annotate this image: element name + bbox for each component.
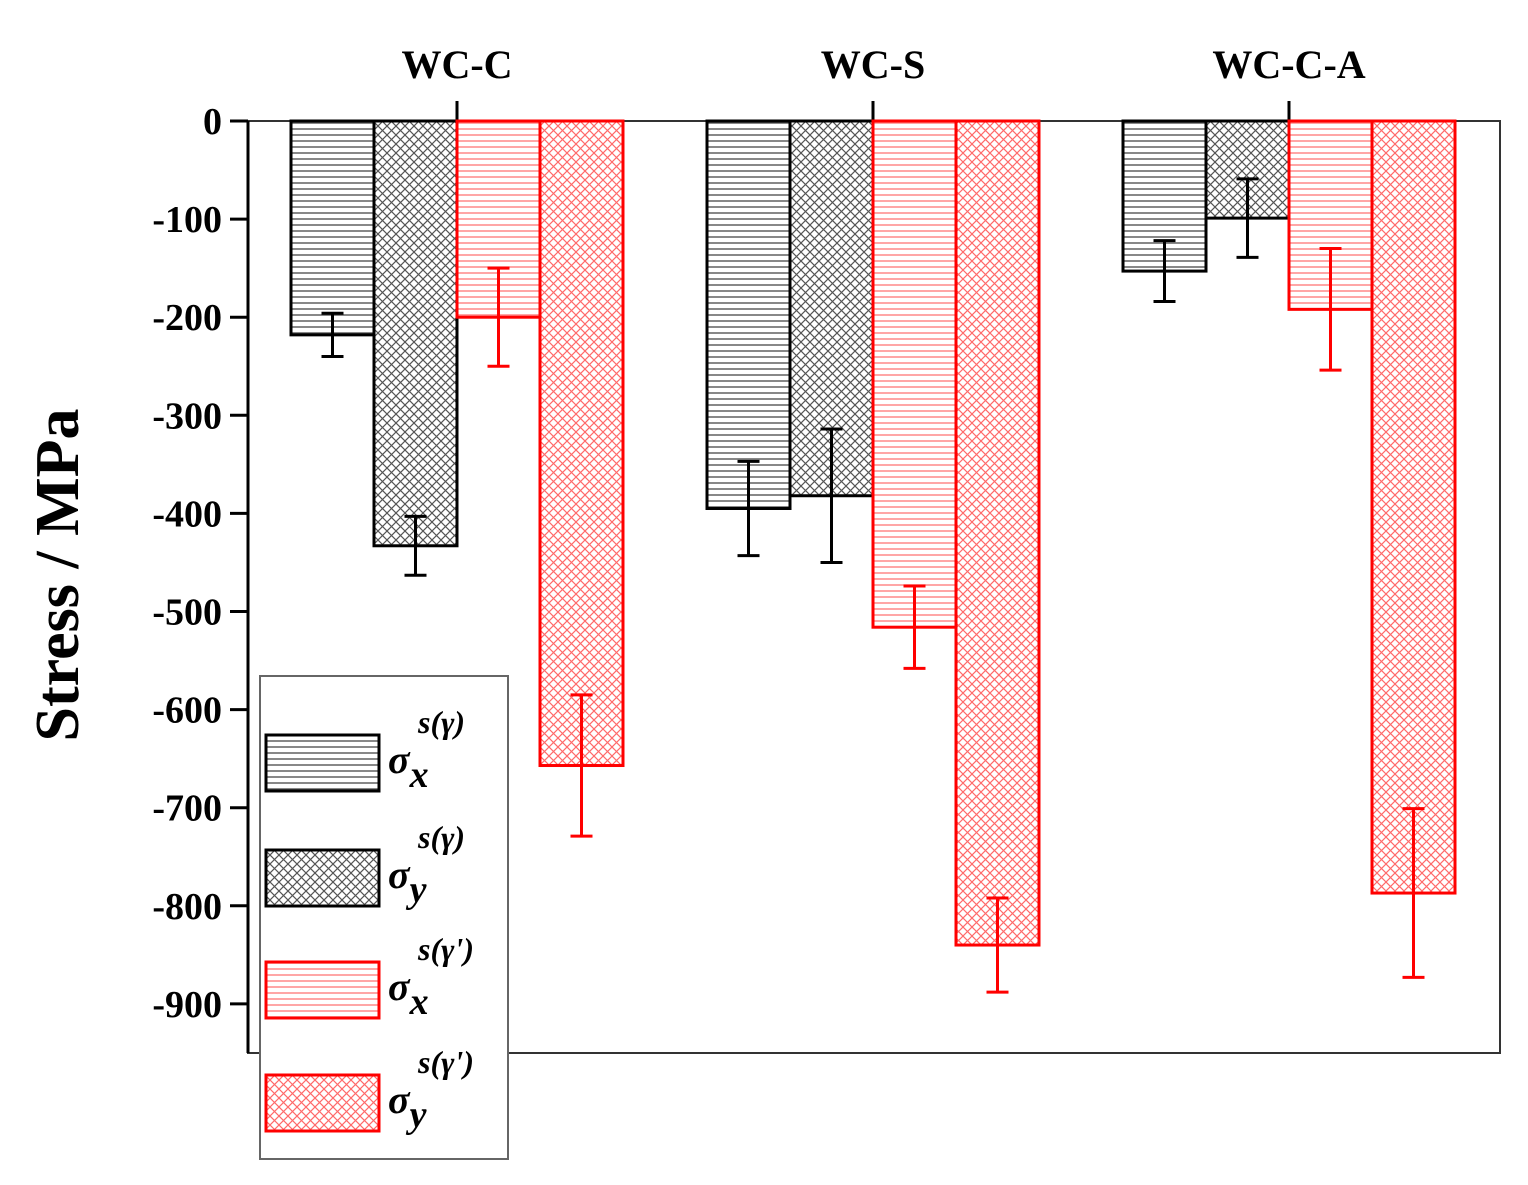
- bar: [538, 119, 625, 768]
- y-tick-label: -900: [152, 984, 222, 1026]
- bar: [289, 119, 376, 337]
- legend-superscript: s(γ'): [417, 931, 474, 967]
- y-tick-label: -700: [152, 788, 222, 830]
- y-tick-label: -200: [152, 297, 222, 339]
- category-axis: WC-C WC-S WC-C-A: [401, 42, 1366, 121]
- legend-swatch: [264, 960, 381, 1020]
- y-axis-title: Stress / MPa: [24, 409, 92, 742]
- legend-subscript: x: [409, 754, 429, 796]
- bar: [1370, 119, 1457, 895]
- legend-swatch: [264, 848, 381, 908]
- y-tick-label: -600: [152, 690, 222, 732]
- error-bars-group: [321, 177, 1425, 994]
- legend-entry-label: σy s(γ'): [388, 1044, 474, 1136]
- legend-base: σ: [388, 964, 411, 1009]
- legend-entry-label: σx s(γ'): [388, 931, 474, 1023]
- bar: [954, 119, 1041, 947]
- legend-entry-label: σx s(γ): [388, 704, 465, 796]
- legend-base: σ: [388, 852, 411, 897]
- legend: σxs(γ)σys(γ)σxs(γ')σys(γ'): [259, 675, 509, 1160]
- legend-subscript: y: [406, 869, 427, 911]
- legend-superscript: s(γ): [417, 819, 465, 855]
- y-tick-label: -400: [152, 493, 222, 535]
- legend-subscript: x: [409, 981, 429, 1023]
- category-label: WC-C: [401, 42, 512, 87]
- y-tick-label: -800: [152, 886, 222, 928]
- y-tick-label: -500: [152, 592, 222, 634]
- category-label: WC-C-A: [1212, 42, 1365, 87]
- legend-swatch: [264, 733, 381, 793]
- legend-entry-label: σy s(γ): [388, 819, 465, 911]
- y-tick-label: -100: [152, 199, 222, 241]
- legend-superscript: s(γ): [417, 704, 465, 740]
- legend-subscript: y: [406, 1094, 427, 1136]
- y-tick-label: 0: [203, 101, 222, 143]
- category-label: WC-S: [821, 42, 925, 87]
- legend-superscript: s(γ'): [417, 1044, 474, 1080]
- legend-swatch: [264, 1073, 381, 1133]
- legend-base: σ: [388, 737, 411, 782]
- bar: [372, 119, 459, 548]
- bar: [871, 119, 958, 629]
- y-tick-label: -300: [152, 395, 222, 437]
- bar: [705, 119, 792, 510]
- legend-base: σ: [388, 1077, 411, 1122]
- y-axis: 0 -100 -200 -300 -400 -500 -600 -700 -800 -900: [152, 101, 250, 1053]
